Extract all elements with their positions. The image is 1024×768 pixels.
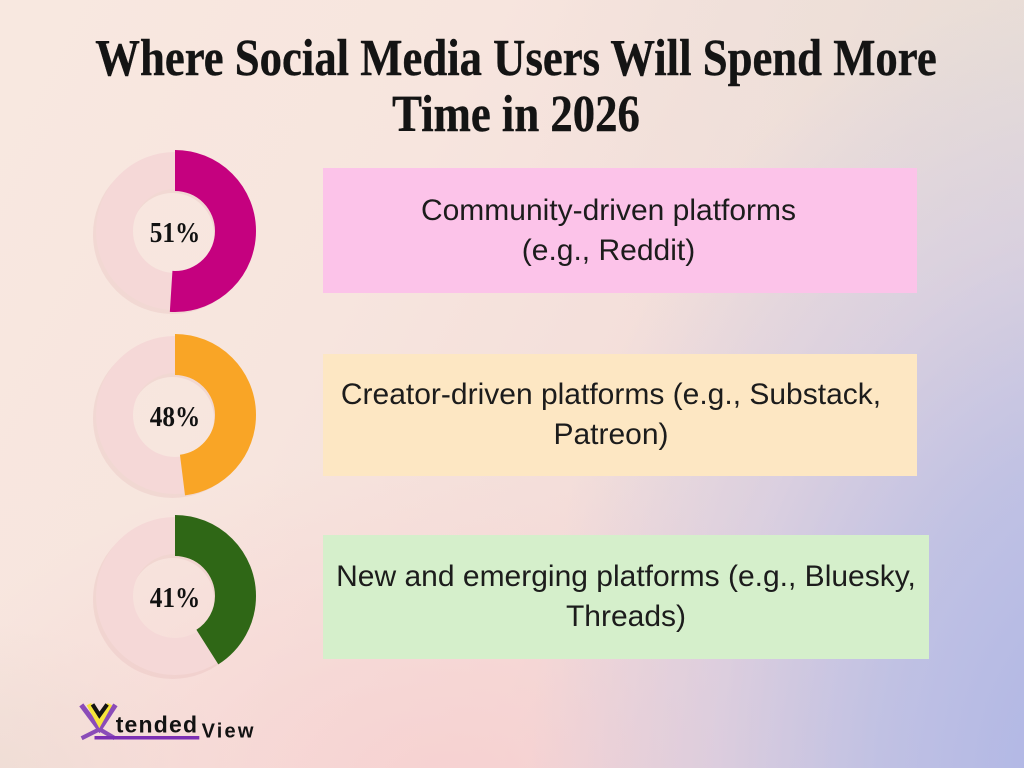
svg-text:View: View [202,720,256,742]
svg-text:tended: tended [116,711,199,737]
